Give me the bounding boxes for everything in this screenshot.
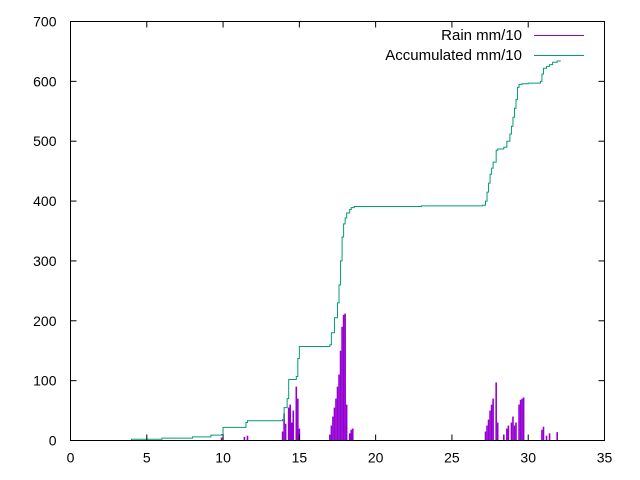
y-tick-label: 300 [33, 253, 57, 269]
y-tick-label: 0 [49, 433, 57, 449]
x-tick-label: 10 [215, 450, 231, 466]
x-axis: 0 5 10 15 20 25 30 35 [67, 21, 613, 466]
x-tick-label: 35 [597, 450, 613, 466]
x-tick-label: 15 [292, 450, 308, 466]
legend-label-rain: Rain mm/10 [441, 27, 522, 44]
x-tick-label: 25 [444, 450, 460, 466]
x-tick-label: 20 [368, 450, 384, 466]
x-tick-label: 0 [67, 450, 75, 466]
accumulated-line [101, 60, 561, 441]
legend: Rain mm/10 Accumulated mm/10 [385, 27, 584, 64]
plot-frame [70, 21, 605, 441]
accumulated-line-group [101, 60, 561, 441]
legend-label-accumulated: Accumulated mm/10 [385, 47, 522, 64]
x-tick-label: 30 [520, 450, 536, 466]
y-tick-label: 700 [33, 14, 57, 30]
x-tick-label: 5 [143, 450, 151, 466]
y-tick-label: 100 [33, 373, 57, 389]
y-tick-label: 600 [33, 73, 57, 89]
y-axis: 0 100 200 300 400 500 600 700 [33, 14, 605, 449]
y-tick-label: 500 [33, 133, 57, 149]
y-tick-label: 400 [33, 193, 57, 209]
y-tick-label: 200 [33, 313, 57, 329]
